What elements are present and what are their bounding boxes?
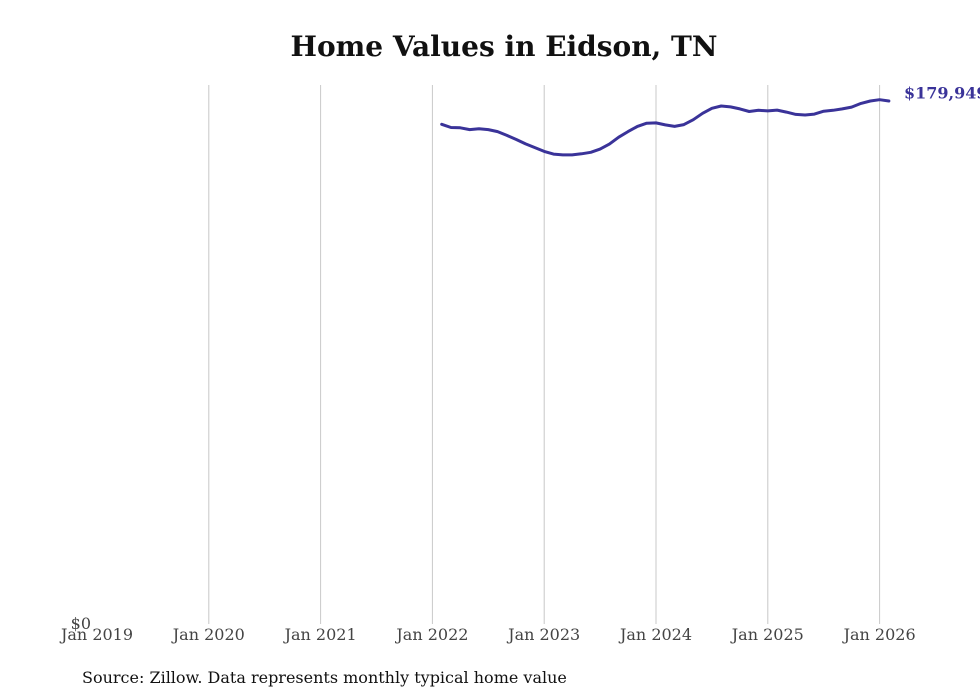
x-tick-label: Jan 2026 [842,625,916,644]
x-tick-label: Jan 2025 [730,625,804,644]
x-tick-label: Jan 2023 [506,625,580,644]
x-tick-label: Jan 2022 [394,625,468,644]
source-note: Source: Zillow. Data represents monthly … [82,668,567,687]
end-label-layer: $179,949 [904,84,980,103]
y-tick-label: $0 [71,614,91,633]
chart-title: Home Values in Eidson, TN [290,30,718,63]
end-value-label: $179,949 [904,84,980,103]
x-axis-ticks: Jan 2019 Jan 2020 Jan 2021 Jan 2022 Jan 2023… [59,625,916,644]
x-tick-label: Jan 2024 [618,625,692,644]
series-layer [440,98,891,157]
y-axis-ticks: $0 [71,614,91,633]
x-tick-label: Jan 2019 [59,625,133,644]
grid-layer [208,85,881,624]
x-tick-label: Jan 2021 [283,625,357,644]
series-line [440,98,891,157]
x-tick-label: Jan 2020 [171,625,245,644]
